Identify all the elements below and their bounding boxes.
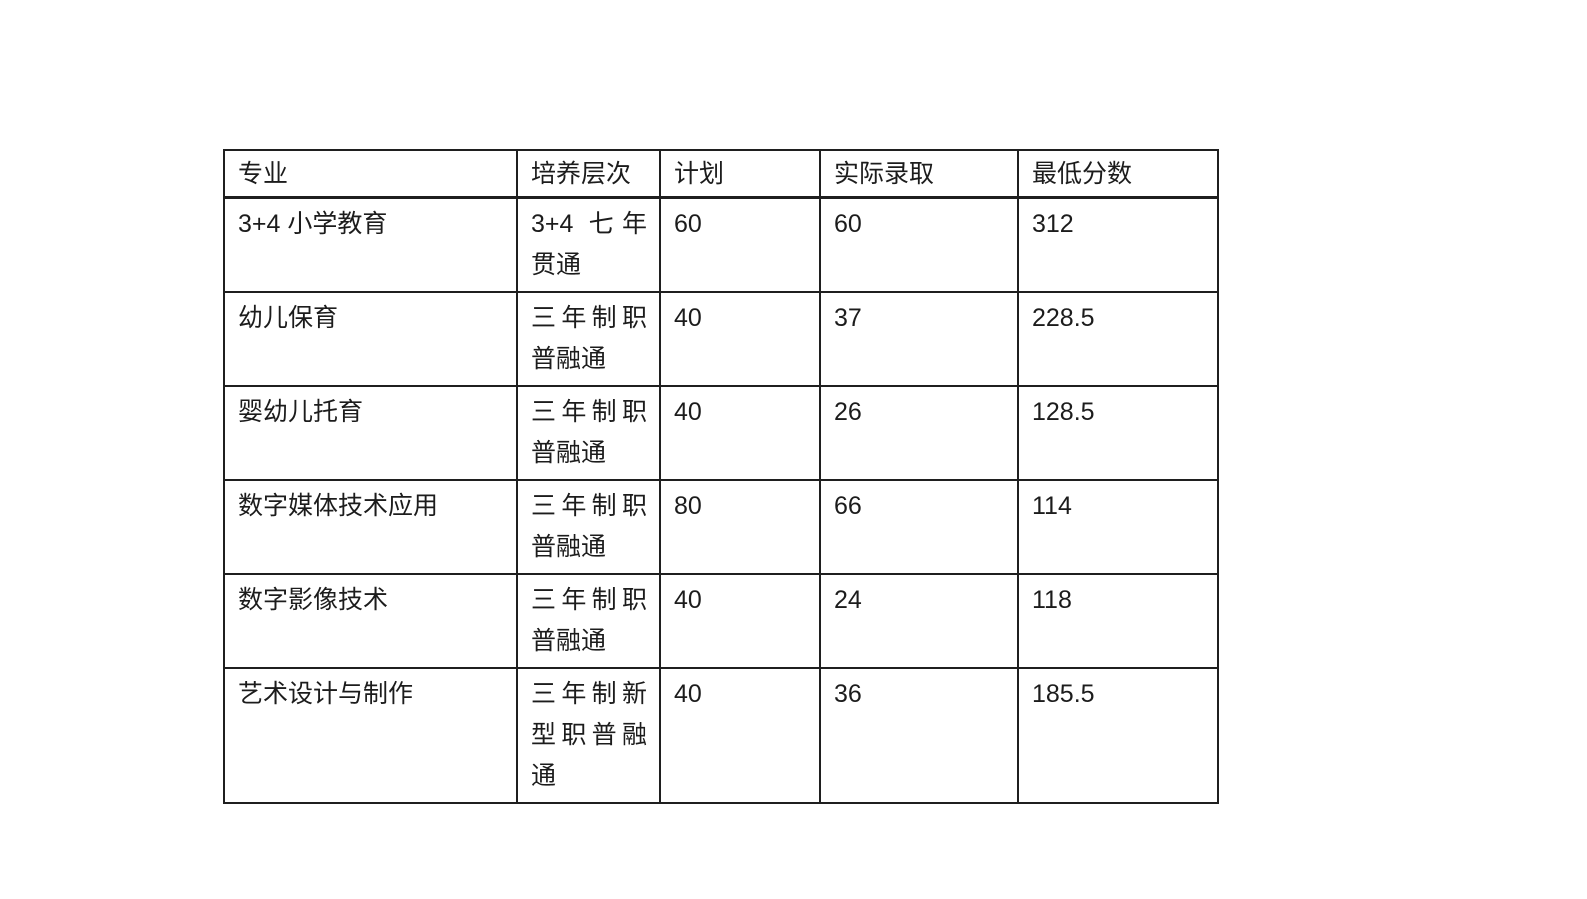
cell-plan: 40 (659, 667, 821, 804)
admissions-table: 专业 培养层次 计划 实际录取 最低分数 3+4 小学教育 3+4 七年贯通 60 60 312… (223, 149, 1219, 804)
cell-major: 数字影像技术 (223, 573, 518, 669)
cell-major: 幼儿保育 (223, 291, 518, 387)
table-row: 艺术设计与制作 三年制新型职普融通 40 36 185.5 (223, 667, 1219, 804)
cell-level: 3+4 七年贯通 (516, 196, 661, 293)
cell-plan: 40 (659, 573, 821, 669)
cell-admitted: 26 (819, 385, 1019, 481)
cell-plan: 80 (659, 479, 821, 575)
table-row: 数字媒体技术应用 三年制职普融通 80 66 114 (223, 479, 1219, 575)
table-row: 幼儿保育 三年制职普融通 40 37 228.5 (223, 291, 1219, 387)
cell-major: 3+4 小学教育 (223, 196, 518, 293)
table-row: 数字影像技术 三年制职普融通 40 24 118 (223, 573, 1219, 669)
cell-min-score: 228.5 (1017, 291, 1219, 387)
cell-plan: 60 (659, 196, 821, 293)
cell-major: 数字媒体技术应用 (223, 479, 518, 575)
cell-plan: 40 (659, 385, 821, 481)
cell-plan: 40 (659, 291, 821, 387)
table-header-row: 专业 培养层次 计划 实际录取 最低分数 (223, 149, 1219, 199)
cell-level: 三年制职普融通 (516, 479, 661, 575)
cell-admitted: 37 (819, 291, 1019, 387)
header-cell-admitted: 实际录取 (819, 149, 1019, 199)
cell-min-score: 185.5 (1017, 667, 1219, 804)
cell-admitted: 60 (819, 196, 1019, 293)
cell-admitted: 24 (819, 573, 1019, 669)
cell-min-score: 128.5 (1017, 385, 1219, 481)
header-cell-plan: 计划 (659, 149, 821, 199)
cell-admitted: 66 (819, 479, 1019, 575)
header-cell-min-score: 最低分数 (1017, 149, 1219, 199)
header-cell-major: 专业 (223, 149, 518, 199)
cell-level: 三年制职普融通 (516, 385, 661, 481)
cell-major: 艺术设计与制作 (223, 667, 518, 804)
cell-min-score: 312 (1017, 196, 1219, 293)
table-row: 婴幼儿托育 三年制职普融通 40 26 128.5 (223, 385, 1219, 481)
cell-admitted: 36 (819, 667, 1019, 804)
cell-level: 三年制职普融通 (516, 291, 661, 387)
cell-major: 婴幼儿托育 (223, 385, 518, 481)
table-row: 3+4 小学教育 3+4 七年贯通 60 60 312 (223, 196, 1219, 293)
cell-level: 三年制职普融通 (516, 573, 661, 669)
header-cell-level: 培养层次 (516, 149, 661, 199)
cell-min-score: 118 (1017, 573, 1219, 669)
cell-min-score: 114 (1017, 479, 1219, 575)
cell-level: 三年制新型职普融通 (516, 667, 661, 804)
